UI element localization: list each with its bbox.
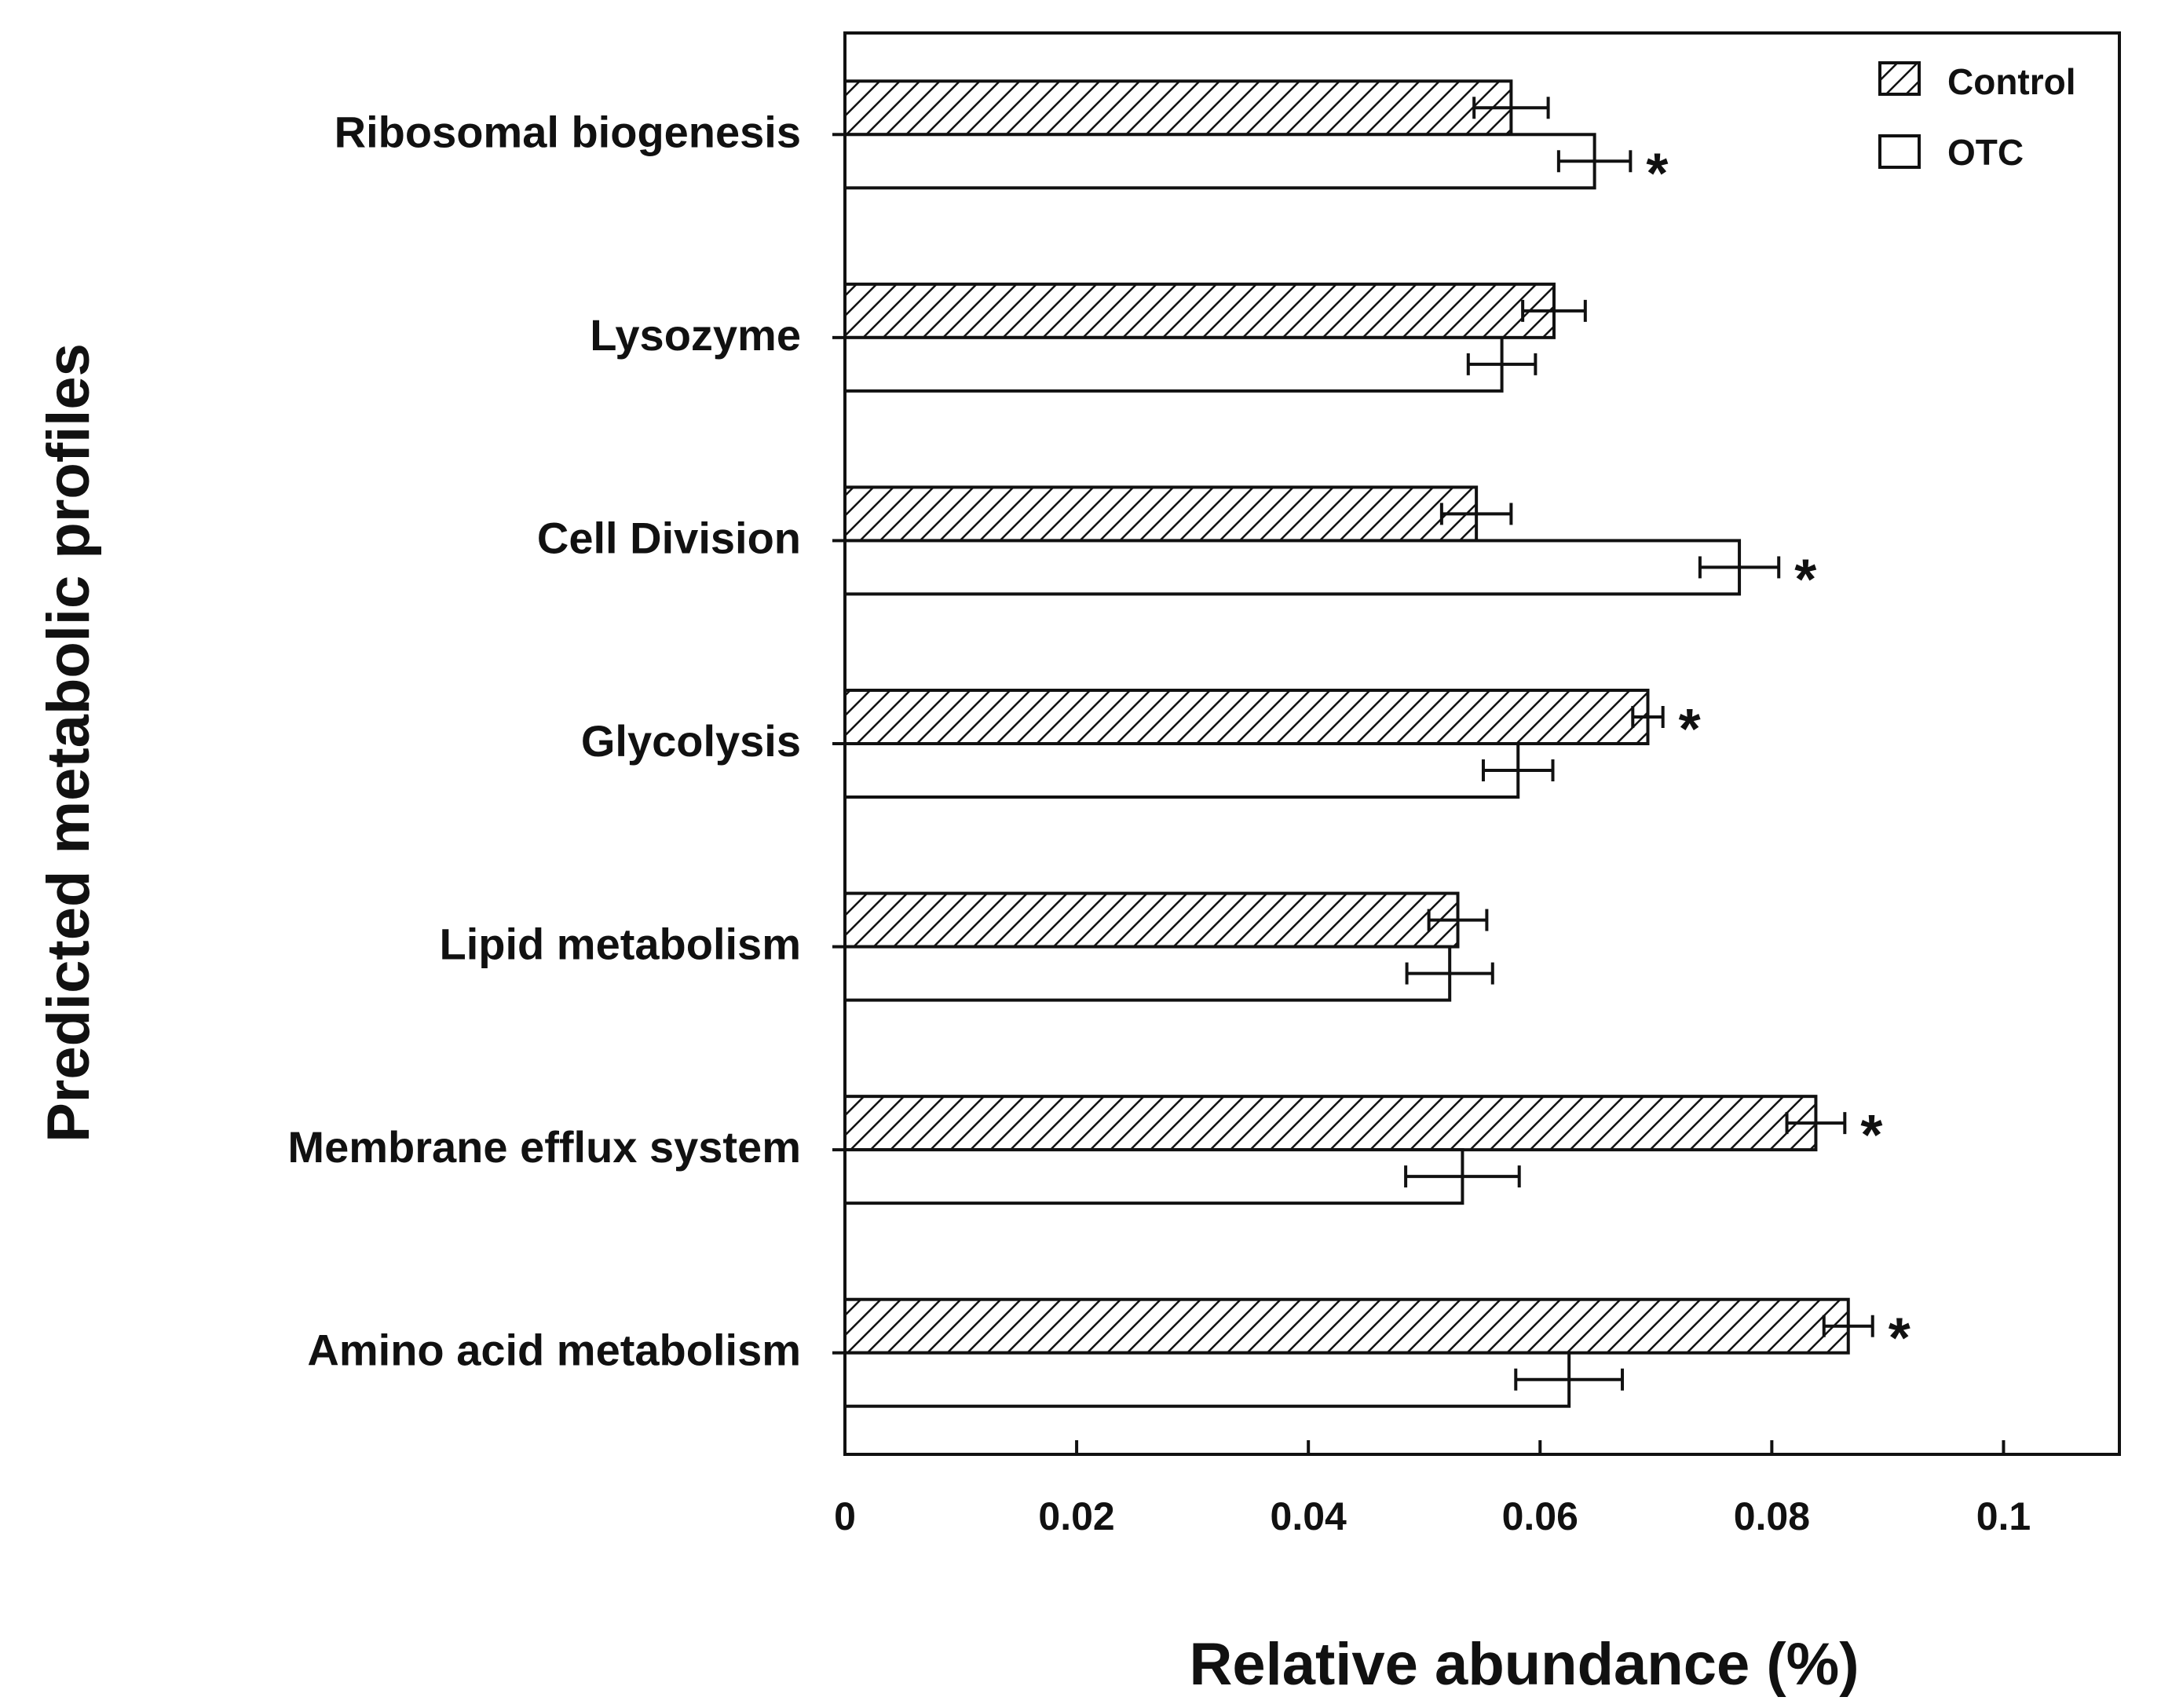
bar-control <box>843 282 1556 339</box>
category-labels: Ribosomal biogenesis Lysozyme Cell Divisio… <box>287 107 845 1375</box>
bar-otc <box>843 1351 1571 1408</box>
category-label: Cell Division <box>537 513 801 562</box>
bar-otc <box>843 945 1452 1002</box>
legend-label-control: Control <box>1947 61 2076 102</box>
x-tick-label: 0.04 <box>1271 1494 1347 1538</box>
x-tick-label: 0 <box>834 1494 856 1538</box>
category-label: Glycolysis <box>581 716 801 766</box>
significance-marker: * <box>1679 698 1701 761</box>
bar-otc <box>843 742 1520 799</box>
bar-control <box>843 1297 1850 1355</box>
y-axis-label: Predicted metabolic profiles <box>35 343 102 1143</box>
category-label: Lysozyme <box>590 310 801 360</box>
legend-label-otc: OTC <box>1947 132 2024 173</box>
legend-swatch-control <box>1878 61 1921 96</box>
bar-otc <box>843 1148 1464 1205</box>
bar-control <box>843 891 1460 949</box>
x-axis-label: Relative abundance (%) <box>1189 1631 1859 1698</box>
x-axis-ticks: 0 0.02 0.04 0.06 0.08 0.1 <box>834 1440 2031 1538</box>
significance-marker: * <box>1860 1104 1882 1167</box>
bar-control <box>843 79 1513 137</box>
x-tick-label: 0.1 <box>1976 1494 2031 1538</box>
legend: Control OTC <box>1878 61 2076 173</box>
bar-control <box>843 485 1479 543</box>
bar-control <box>843 689 1650 745</box>
bar-otc <box>843 335 1504 393</box>
category-label: Lipid metabolism <box>440 920 802 969</box>
bar-control <box>843 1095 1818 1152</box>
significance-marker: * <box>1794 548 1816 611</box>
x-tick-label: 0.02 <box>1038 1494 1114 1538</box>
x-tick-label: 0.08 <box>1734 1494 1810 1538</box>
category-label: Amino acid metabolism <box>307 1326 801 1375</box>
x-tick-label: 0.06 <box>1502 1494 1578 1538</box>
bar-otc <box>843 133 1596 190</box>
category-label: Ribosomal biogenesis <box>335 107 801 156</box>
significance-marker: * <box>1646 142 1668 205</box>
category-label: Membrane efflux system <box>287 1122 801 1172</box>
significance-marker: * <box>1889 1308 1911 1370</box>
bar-otc <box>843 539 1742 596</box>
bars-layer: * * * * * <box>843 79 1911 1408</box>
legend-swatch-otc <box>1878 134 1921 169</box>
